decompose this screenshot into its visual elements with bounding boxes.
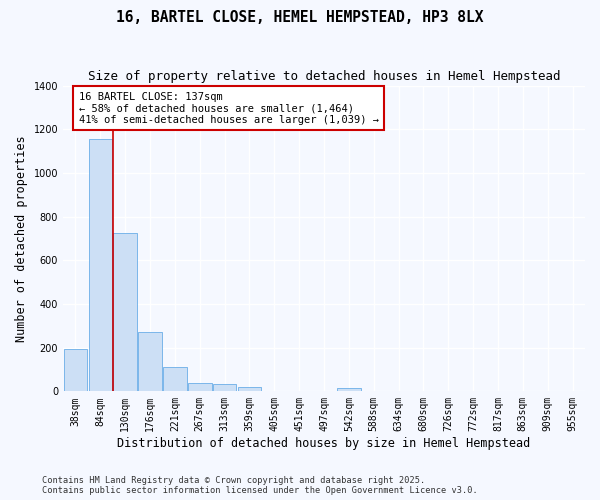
Bar — [188, 384, 212, 392]
Bar — [138, 332, 162, 392]
Bar — [89, 139, 112, 392]
Y-axis label: Number of detached properties: Number of detached properties — [15, 135, 28, 342]
X-axis label: Distribution of detached houses by size in Hemel Hempstead: Distribution of detached houses by size … — [118, 437, 530, 450]
Text: 16, BARTEL CLOSE, HEMEL HEMPSTEAD, HP3 8LX: 16, BARTEL CLOSE, HEMEL HEMPSTEAD, HP3 8… — [116, 10, 484, 25]
Bar — [213, 384, 236, 392]
Bar — [64, 348, 87, 392]
Bar — [113, 233, 137, 392]
Bar — [238, 388, 261, 392]
Bar — [337, 388, 361, 392]
Text: 16 BARTEL CLOSE: 137sqm
← 58% of detached houses are smaller (1,464)
41% of semi: 16 BARTEL CLOSE: 137sqm ← 58% of detache… — [79, 92, 379, 125]
Bar — [163, 366, 187, 392]
Text: Contains HM Land Registry data © Crown copyright and database right 2025.
Contai: Contains HM Land Registry data © Crown c… — [42, 476, 478, 495]
Title: Size of property relative to detached houses in Hemel Hempstead: Size of property relative to detached ho… — [88, 70, 560, 83]
